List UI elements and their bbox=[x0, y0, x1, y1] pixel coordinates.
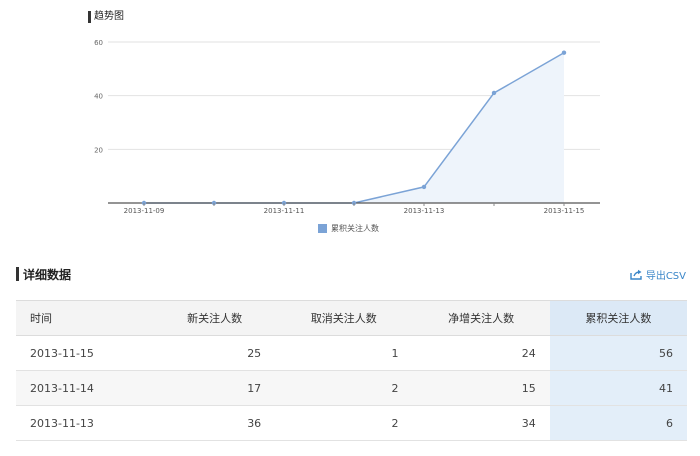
x-tick-label: 2013-11-09 bbox=[124, 207, 165, 215]
detail-header: 详细数据 bbox=[16, 266, 71, 282]
cell-date: 2013-11-13 bbox=[16, 405, 154, 441]
data-point bbox=[491, 90, 497, 96]
y-tick-label: 60 bbox=[94, 39, 103, 47]
trend-title-marker bbox=[88, 11, 91, 23]
detail-title-marker bbox=[16, 267, 19, 281]
cell-date: 2013-11-14 bbox=[16, 370, 154, 406]
data-point bbox=[421, 184, 427, 190]
cell-total-followers: 41 bbox=[549, 370, 687, 406]
x-tick-label: 2013-11-15 bbox=[544, 207, 585, 215]
x-tick-label: 2013-11-11 bbox=[264, 207, 305, 215]
x-tick-label: 2013-11-13 bbox=[404, 207, 445, 215]
cell-unfollowers: 1 bbox=[275, 335, 413, 371]
cell-net-followers: 24 bbox=[412, 335, 550, 371]
export-icon bbox=[630, 269, 642, 280]
cell-date: 2013-11-15 bbox=[16, 335, 154, 371]
legend-label: 累积关注人数 bbox=[331, 223, 379, 233]
trend-chart-svg: 20 40 60 2013-11-09 2013-11-11 2013-11-13 2013… bbox=[94, 39, 600, 215]
chart-legend[interactable]: 累积关注人数 bbox=[318, 222, 379, 234]
detail-title: 详细数据 bbox=[23, 267, 72, 282]
cell-unfollowers: 2 bbox=[275, 405, 413, 441]
header-new-followers[interactable]: 新关注人数 bbox=[154, 300, 276, 336]
y-tick-label: 20 bbox=[94, 146, 103, 154]
legend-swatch bbox=[318, 223, 327, 233]
cell-total-followers: 6 bbox=[549, 405, 687, 441]
series-area bbox=[144, 52, 564, 203]
export-csv-link[interactable]: 导出CSV bbox=[630, 266, 686, 282]
cell-new-followers: 17 bbox=[154, 370, 276, 406]
table-row: 2013-11-15 25 1 24 56 bbox=[16, 335, 687, 371]
cell-total-followers: 56 bbox=[549, 335, 687, 371]
table-row: 2013-11-13 36 2 34 6 bbox=[16, 405, 687, 441]
detail-table: 时间 新关注人数 取消关注人数 净增关注人数 累积关注人数 2013-11-15… bbox=[16, 300, 687, 441]
header-unfollowers[interactable]: 取消关注人数 bbox=[275, 300, 413, 336]
table-header-row: 时间 新关注人数 取消关注人数 净增关注人数 累积关注人数 bbox=[16, 300, 687, 336]
header-date[interactable]: 时间 bbox=[16, 300, 154, 336]
trend-title: 趋势图 bbox=[94, 11, 124, 22]
y-tick-label: 40 bbox=[94, 93, 103, 101]
cell-net-followers: 15 bbox=[412, 370, 550, 406]
cell-unfollowers: 2 bbox=[275, 370, 413, 406]
header-net-followers[interactable]: 净增关注人数 bbox=[412, 300, 550, 336]
export-csv-label: 导出CSV bbox=[645, 270, 686, 282]
header-total-followers[interactable]: 累积关注人数 bbox=[549, 300, 687, 336]
cell-net-followers: 34 bbox=[412, 405, 550, 441]
trend-chart: 20 40 60 2013-11-09 2013-11-11 2013-11-13 2013… bbox=[94, 39, 600, 215]
cell-new-followers: 25 bbox=[154, 335, 276, 371]
table-row: 2013-11-14 17 2 15 41 bbox=[16, 370, 687, 406]
cell-new-followers: 36 bbox=[154, 405, 276, 441]
data-point bbox=[561, 50, 567, 55]
trend-header: 趋势图 bbox=[88, 10, 124, 24]
